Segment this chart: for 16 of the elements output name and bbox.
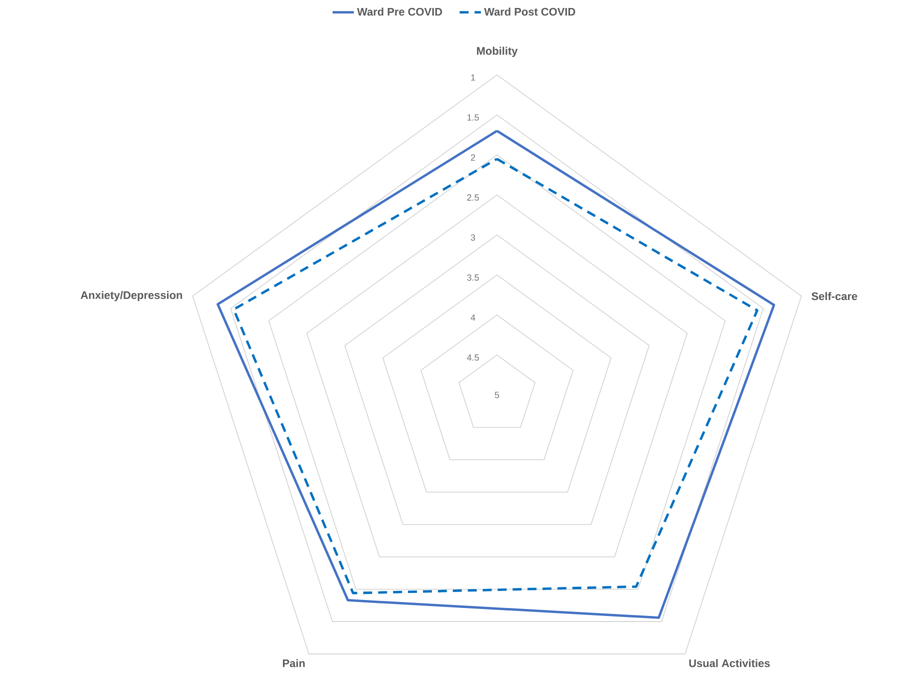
y-tick-label: 2.5 (467, 194, 479, 201)
spoke-label: Anxiety/Depression (80, 290, 182, 302)
y-tick-label: 2 (470, 154, 476, 161)
y-tick-label: 4.5 (466, 354, 479, 361)
spoke-label: Self-care (812, 292, 858, 300)
y-tick-label: 1 (471, 74, 476, 81)
spoke-label: Pain (282, 659, 305, 668)
legend-label: Ward Pre COVID (357, 8, 442, 16)
y-tick-label: 1.5 (467, 114, 479, 121)
y-tick-label: 4 (470, 314, 476, 321)
spoke-label: Usual Activities (689, 659, 770, 668)
y-tick-label: 5 (494, 392, 500, 398)
legend-label: Ward Post COVID (484, 8, 576, 16)
spoke-label: Mobility (477, 46, 518, 57)
y-tick-label: 3.5 (467, 274, 479, 281)
y-tick-label: 3 (470, 234, 476, 241)
